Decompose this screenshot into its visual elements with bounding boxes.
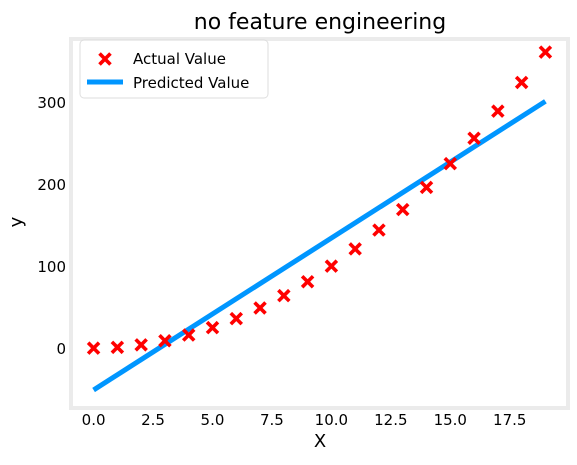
y-tick-label: 0 (56, 340, 66, 358)
predicted-value-line (92, 99, 547, 393)
x-tick-label: 2.5 (141, 411, 165, 429)
actual-value-point (86, 341, 101, 355)
actual-value-series (86, 45, 553, 355)
x-tick-label: 10.0 (315, 411, 348, 429)
actual-value-point (110, 340, 125, 355)
x-tick-label: 17.5 (493, 411, 526, 429)
actual-value-point (395, 202, 410, 217)
actual-value-point (372, 223, 386, 237)
actual-value-point (134, 338, 148, 352)
legend-marker-actual (98, 52, 112, 66)
actual-value-point (277, 288, 291, 303)
actual-value-point (467, 131, 481, 145)
actual-value-point (300, 274, 315, 289)
x-axis-ticks: 0.0 2.5 5.0 7.5 10.0 12.5 15.0 17.5 (82, 411, 527, 429)
y-tick-label: 200 (37, 176, 66, 194)
y-axis-ticks: 0 100 200 300 (37, 94, 66, 358)
actual-value-point (419, 180, 434, 195)
actual-value-point (205, 320, 220, 335)
x-tick-label: 12.5 (374, 411, 407, 429)
x-tick-label: 15.0 (434, 411, 467, 429)
actual-value-point (158, 334, 172, 348)
predicted-value-series (92, 99, 547, 393)
y-axis-label: y (6, 216, 27, 227)
plot-area-frame (69, 37, 570, 410)
chart-title: no feature engineering (194, 10, 446, 35)
legend: Actual Value Predicted Value (79, 39, 269, 99)
legend-marker-x (98, 52, 112, 66)
legend-box (79, 39, 269, 99)
y-tick-label: 300 (37, 94, 66, 112)
actual-value-point (229, 311, 244, 326)
legend-label-predicted: Predicted Value (133, 74, 249, 92)
actual-value-point (538, 45, 553, 59)
y-tick-label: 100 (37, 258, 66, 276)
legend-label-actual: Actual Value (133, 50, 226, 68)
x-tick-label: 0.0 (82, 411, 106, 429)
actual-value-point (443, 156, 458, 171)
x-axis-label: X (314, 431, 326, 452)
x-tick-label: 5.0 (201, 411, 225, 429)
actual-value-point (348, 242, 362, 256)
actual-value-point (514, 75, 529, 90)
x-tick-label: 7.5 (260, 411, 284, 429)
actual-value-point (253, 301, 267, 315)
actual-value-point (491, 104, 505, 118)
actual-value-point (181, 328, 196, 342)
actual-value-point (324, 259, 339, 273)
